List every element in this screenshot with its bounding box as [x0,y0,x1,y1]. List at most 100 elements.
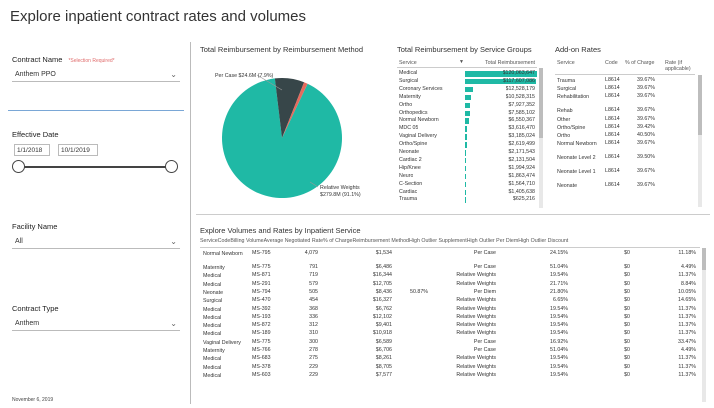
outlier-supplement-cell: 19.54% [550,313,568,320]
method-cell: Relative Weights [456,280,496,287]
addon-row[interactable]: Surgical L8614 39.67% [555,85,695,93]
pie-slice-2[interactable] [282,82,308,138]
volumes-row[interactable]: Maternity MS-775 791 $6,486 Per Case 51.04% $0… [200,264,700,272]
volumes-row[interactable]: Normal Newborn MS-795 4,079 $1,534 Per Case 2… [200,250,700,264]
service-cell: Neuro [399,172,414,179]
volumes-row[interactable]: Medical MS-683 275 $8,261 Relative Weights 19… [200,355,700,363]
col-outlier-per-diem[interactable]: High Outlier Per Diem [466,238,519,244]
groups-row[interactable]: Cardiac 2 $2,131,504 [397,157,537,165]
service-cell: Medical [203,331,222,338]
outlier-discount-cell: 10.05% [678,288,696,295]
addon-scrollbar[interactable] [698,75,702,207]
volumes-row[interactable]: Maternity MS-766 278 $6,706 Per Case 51.04% $0… [200,347,700,355]
outlier-per-diem-cell: $0 [624,250,630,256]
col-service[interactable]: Service [200,238,218,244]
avg-rate-cell: $6,486 [375,264,392,270]
volumes-row[interactable]: Surgical MS-470 454 $16,327 Relative Weights… [200,297,700,305]
volumes-row[interactable]: Medical MS-291 579 $12,705 Relative Weights 2… [200,281,700,289]
col-code[interactable]: Code [217,238,231,244]
addon-row[interactable]: Rehab L8614 39.67% [555,107,695,115]
code-cell: MS-775 [252,338,271,345]
service-cell: Ortho [399,101,413,108]
method-cell: Per Case [473,264,496,270]
service-cell: Neonate [399,149,420,155]
groups-row[interactable]: Normal Newborn $6,550,367 [397,117,537,125]
addon-row[interactable]: Ortho/Spine L8614 39.42% [555,124,695,132]
addon-row[interactable]: Normal Newborn L8614 39.67% [555,140,695,154]
service-cell: Normal Newborn [203,251,243,257]
groups-row[interactable]: Orthopedics $7,585,102 [397,110,537,118]
pct-cell: 39.67% [637,182,655,189]
volumes-header: ServiceCodeBilling VolumeAverage Negotia… [200,238,700,248]
volumes-row[interactable]: Vaginal Delivery MS-775 300 $6,589 Per Case 1… [200,339,700,347]
col-rate[interactable]: Rate (if applicable) [665,60,691,72]
groups-row[interactable]: Cardiac $1,405,638 [397,189,537,197]
service-cell: Surgical [399,77,419,84]
groups-row[interactable]: Maternity $10,528,315 [397,94,537,102]
volumes-row[interactable]: Medical MS-603 229 $7,577 Relative Weights 19… [200,372,700,380]
col-method[interactable]: Reimbursement Method [352,238,409,244]
volumes-row[interactable]: Medical MS-392 368 $6,762 Relative Weights 19… [200,306,700,314]
volumes-scrollbar[interactable] [702,248,706,402]
addon-row[interactable]: Neonate L8614 39.67% [555,182,695,190]
contract-name-dropdown[interactable]: Anthem PPO ⌄ [12,68,180,82]
pie-slice-0[interactable] [222,78,342,198]
addon-row[interactable]: Ortho L8614 40.50% [555,132,695,140]
groups-row[interactable]: Hip/Knee $1,994,924 [397,165,537,173]
sort-icon[interactable]: ▼ [459,59,464,65]
col-outlier-discount[interactable]: High Outlier Discount [518,238,569,244]
col-service[interactable]: Service [399,60,417,66]
volumes-row[interactable]: Neonate MS-794 505 $8,436 50.87% Per Diem 21.8… [200,289,700,297]
groups-row[interactable]: Medical $120,063,647 [397,70,537,78]
addon-row[interactable]: Other L8614 39.67% [555,116,695,124]
outlier-supplement-cell: 6.65% [552,297,568,304]
facility-dropdown[interactable]: All ⌄ [12,235,180,249]
addon-row[interactable]: Trauma L8614 39.67% [555,77,695,85]
code-cell: MS-683 [252,355,271,362]
groups-scrollbar[interactable] [539,68,543,208]
groups-bar [465,189,466,195]
groups-row[interactable]: Ortho $7,927,352 [397,102,537,110]
col-billing-volume[interactable]: Billing Volume [230,238,264,244]
volumes-row[interactable]: Medical MS-872 312 $9,401 Relative Weights 19… [200,322,700,330]
outlier-per-diem-cell: $0 [624,363,630,370]
col-code[interactable]: Code [605,60,618,66]
groups-row[interactable]: Trauma $625,216 [397,196,537,204]
col-outlier-supplement[interactable]: High Outlier Supplement [409,238,467,244]
groups-row[interactable]: Surgical $117,607,086 [397,78,537,86]
contract-type-dropdown[interactable]: Anthem ⌄ [12,317,180,331]
col-pct-charge[interactable]: % of Charge [323,238,353,244]
col-pct[interactable]: % of Charge [625,60,655,66]
volumes-row[interactable]: Medical MS-378 229 $8,705 Relative Weights 19… [200,364,700,372]
slider-end-handle[interactable] [165,160,178,173]
code-cell: L8614 [605,85,620,92]
addon-row[interactable]: Rehabilitation L8614 39.67% [555,93,695,107]
col-avg-rate[interactable]: Average Negotiated Rate [263,238,324,244]
groups-header: Service ▼ Total Reimbursement [397,58,537,68]
groups-row[interactable]: C-Section $1,564,710 [397,181,537,189]
start-date-input[interactable]: 1/1/2018 [14,144,50,156]
pct-cell: 39.67% [637,140,655,147]
pie-slice-1[interactable] [274,78,305,138]
groups-row[interactable]: Neonate $2,171,543 [397,149,537,157]
contract-type-label: Contract Type [12,304,59,313]
groups-row[interactable]: Ortho/Spine $2,619,499 [397,141,537,149]
groups-row[interactable]: MDC 05 $3,616,470 [397,125,537,133]
addon-row[interactable]: Neonate Level 2 L8614 39.50% [555,154,695,168]
slider-start-handle[interactable] [12,160,25,173]
code-cell: MS-603 [252,371,271,378]
col-service[interactable]: Service [557,60,575,66]
col-total[interactable]: Total Reimbursement [484,60,535,66]
groups-bar [465,181,466,188]
billing-volume-cell: 278 [309,347,318,353]
volumes-row[interactable]: Medical MS-871 719 $16,344 Relative Weights 1… [200,272,700,280]
volumes-row[interactable]: Medical MS-193 336 $12,102 Relative Weights 1… [200,314,700,322]
groups-row[interactable]: Coronary Services $12,528,179 [397,86,537,94]
avg-rate-cell: $12,102 [372,313,392,320]
groups-row[interactable]: Vaginal Delivery $3,185,024 [397,133,537,141]
date-slider-track[interactable] [18,166,174,168]
end-date-input[interactable]: 10/1/2019 [58,144,98,156]
volumes-row[interactable]: Medical MS-189 310 $10,918 Relative Weights 1… [200,330,700,338]
addon-row[interactable]: Neonate Level 1 L8614 39.67% [555,168,695,182]
groups-row[interactable]: Neuro $1,863,474 [397,173,537,181]
